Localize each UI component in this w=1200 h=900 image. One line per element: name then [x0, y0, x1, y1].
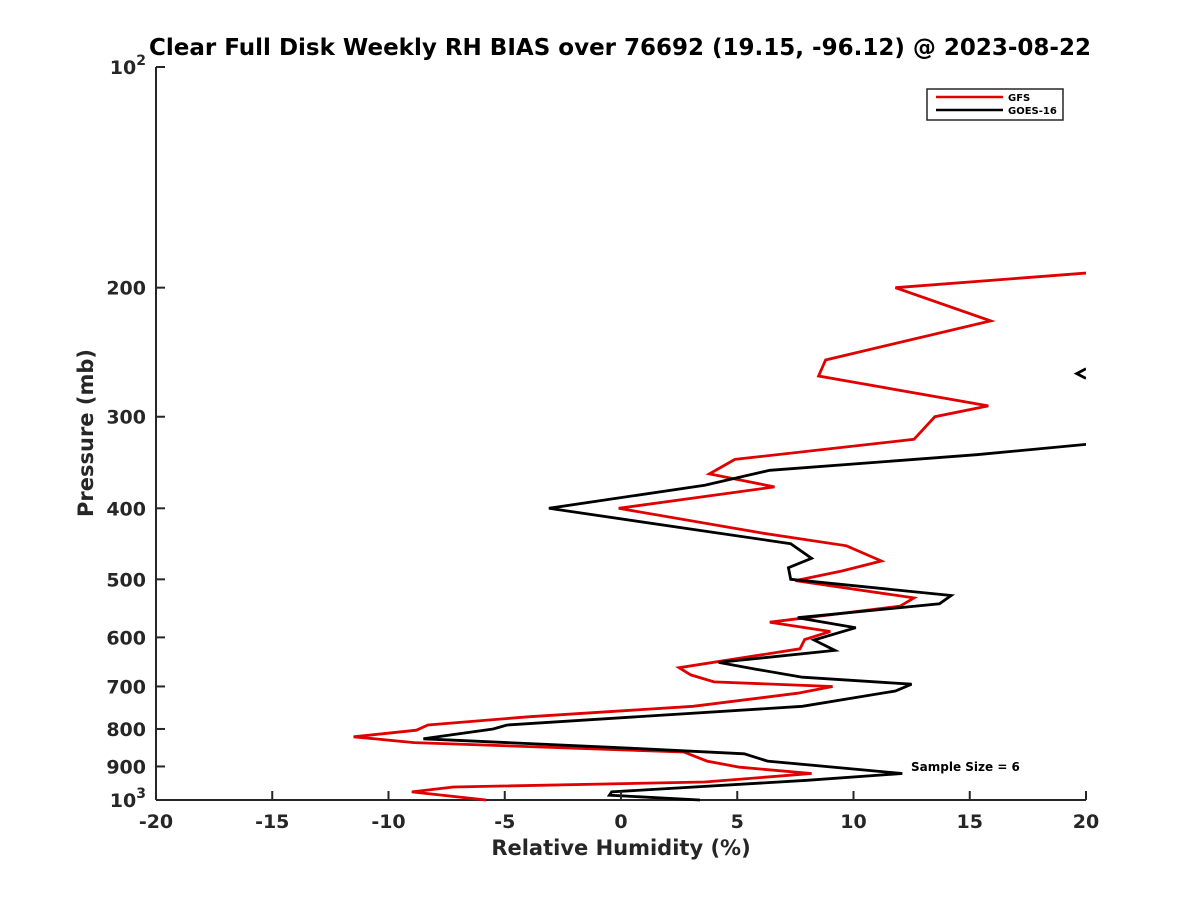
x-tick-label: -5 — [494, 811, 515, 833]
x-tick-label: -20 — [139, 811, 173, 833]
x-axis-label: Relative Humidity (%) — [491, 836, 750, 860]
legend-label-gfs: GFS — [1008, 93, 1030, 104]
x-tick-label: -10 — [371, 811, 405, 833]
chart-title: Clear Full Disk Weekly RH BIAS over 7669… — [149, 35, 1091, 61]
x-tick-label: 20 — [1073, 811, 1099, 833]
x-tick-label: 5 — [731, 811, 744, 833]
series-line-goes-16-marker — [1073, 367, 1086, 380]
y-tick-label: 700 — [106, 676, 146, 698]
y-tick-label: 900 — [106, 756, 146, 778]
y-tick-label: 500 — [106, 569, 146, 591]
y-axis-label: Pressure (mb) — [74, 349, 98, 517]
tick-layer: -20 -15 -10 -5 0 5 10 15 20 102 200 300 400 500 600 700… — [106, 53, 1099, 833]
y-tick-label: 102 — [110, 53, 146, 79]
y-tick-label: 600 — [106, 627, 146, 649]
sample-size-annotation: Sample Size = 6 — [911, 760, 1020, 774]
legend: GFS GOES-16 — [926, 88, 1064, 121]
x-tick-label: -15 — [255, 811, 289, 833]
y-tick-label: 200 — [106, 278, 146, 300]
x-tick-label: 0 — [614, 811, 627, 833]
series-line-gfs — [353, 271, 1086, 802]
x-tick-label: 10 — [840, 811, 866, 833]
x-tick-label: 15 — [957, 811, 983, 833]
series-layer — [353, 271, 1086, 802]
series-line-goes-16 — [423, 442, 1086, 802]
axes — [155, 67, 1086, 801]
legend-label-goes16: GOES-16 — [1008, 106, 1057, 117]
y-tick-label: 300 — [106, 407, 146, 429]
legend-box — [926, 88, 1064, 121]
y-tick-label: 400 — [106, 498, 146, 520]
y-tick-label: 800 — [106, 719, 146, 741]
y-tick-label: 103 — [110, 786, 146, 812]
